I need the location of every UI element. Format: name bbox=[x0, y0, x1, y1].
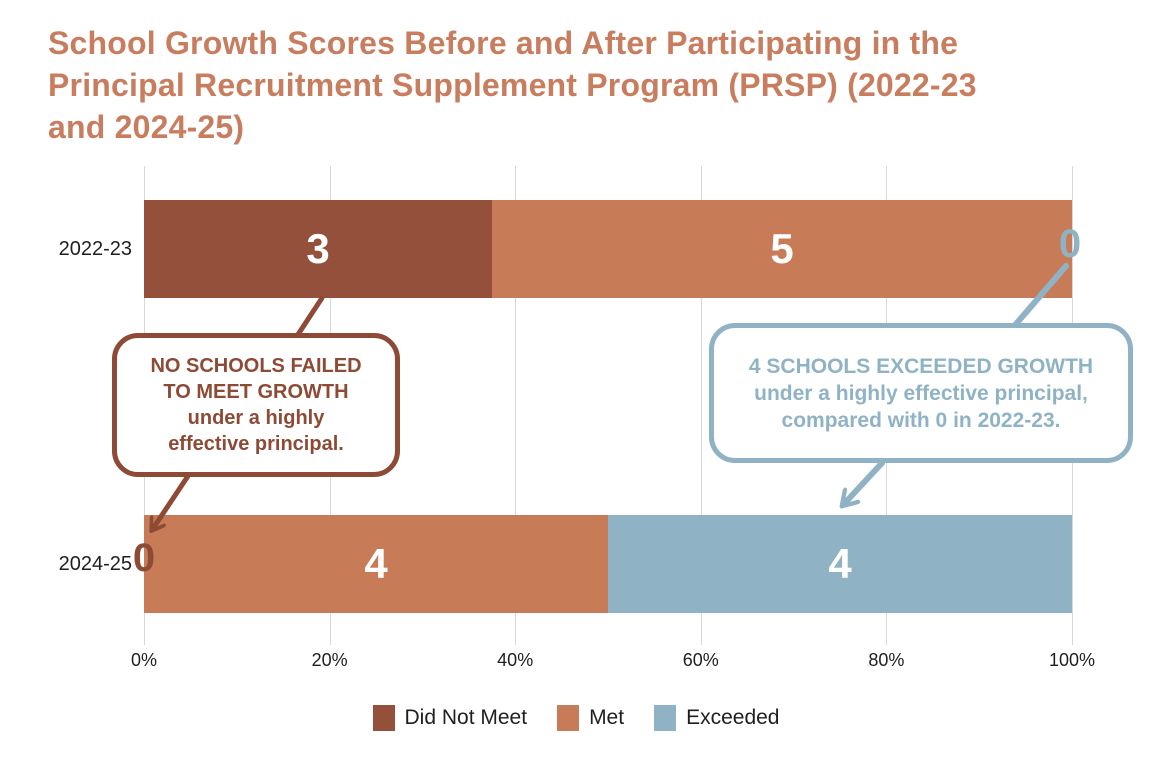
legend-item-did-not-meet: Did Not Meet bbox=[372, 705, 528, 731]
x-tick-label-60-: 60% bbox=[682, 650, 719, 670]
chart-title-line-2: Principal Recruitment Supplement Program… bbox=[48, 67, 977, 103]
legend-item-met: Met bbox=[557, 705, 624, 731]
x-tick-label-100-: 100% bbox=[1048, 650, 1096, 670]
callout-text-line: compared with 0 in 2022-23. bbox=[781, 408, 1061, 432]
callout-schools-exceeded-growth: 4 SCHOOLS EXCEEDED GROWTH under a highly… bbox=[709, 323, 1133, 463]
bar-segment-2022-23-met: 5 bbox=[492, 200, 1072, 298]
legend-label: Exceeded bbox=[686, 706, 780, 729]
category-label-2022-23: 2022-23 bbox=[58, 237, 132, 260]
legend-swatch-did-not-meet bbox=[372, 705, 395, 731]
chart-title-line-3: and 2024-25) bbox=[48, 109, 245, 145]
legend-swatch-exceeded bbox=[654, 705, 677, 731]
callout-text-line: TO MEET GROWTH bbox=[163, 381, 349, 403]
callout-no-schools-failed: NO SCHOOLS FAILED TO MEET GROWTH under a… bbox=[112, 333, 400, 477]
bar-segment-2024-25-met: 4 bbox=[144, 515, 608, 613]
x-tick-label-40-: 40% bbox=[497, 650, 534, 670]
zero-data-label-2024-25-did-not-meet: 0 bbox=[132, 536, 156, 580]
callout-text-line: effective principal. bbox=[168, 433, 344, 455]
bar-segment-2022-23-did-not-meet: 3 bbox=[144, 200, 492, 298]
x-tick-label-20-: 20% bbox=[311, 650, 348, 670]
gridline-60- bbox=[700, 166, 702, 645]
callout-text-line: under a highly bbox=[187, 407, 325, 429]
chart-title-line-1: School Growth Scores Before and After Pa… bbox=[48, 25, 959, 61]
callout-text-line: NO SCHOOLS FAILED bbox=[150, 355, 362, 377]
x-tick-label-0-: 0% bbox=[130, 650, 158, 670]
bar-value-label: 4 bbox=[828, 540, 852, 587]
bar-value-label: 5 bbox=[770, 225, 794, 272]
bar-value-label: 4 bbox=[364, 540, 388, 587]
legend: Did Not Meet Met Exceeded bbox=[0, 705, 1152, 731]
legend-label: Did Not Meet bbox=[404, 706, 528, 729]
legend-label: Met bbox=[589, 706, 625, 729]
callout-text-line: 4 SCHOOLS EXCEEDED GROWTH bbox=[748, 354, 1094, 378]
zero-data-label-2022-23-exceeded: 0 bbox=[1058, 222, 1082, 266]
x-axis: 0% 20% 40% 60% 80% 100% bbox=[131, 650, 1095, 674]
category-label-2024-25: 2024-25 bbox=[58, 552, 132, 575]
chart-title: School Growth Scores Before and After Pa… bbox=[48, 22, 1128, 148]
bar-segment-2024-25-exceeded: 4 bbox=[608, 515, 1072, 613]
bar-value-label: 3 bbox=[306, 225, 330, 272]
legend-swatch-met bbox=[557, 705, 580, 731]
x-tick-label-80-: 80% bbox=[868, 650, 905, 670]
legend-item-exceeded: Exceeded bbox=[654, 705, 779, 731]
callout-text-line: under a highly effective principal, bbox=[754, 381, 1088, 405]
gridline-40- bbox=[515, 166, 517, 645]
